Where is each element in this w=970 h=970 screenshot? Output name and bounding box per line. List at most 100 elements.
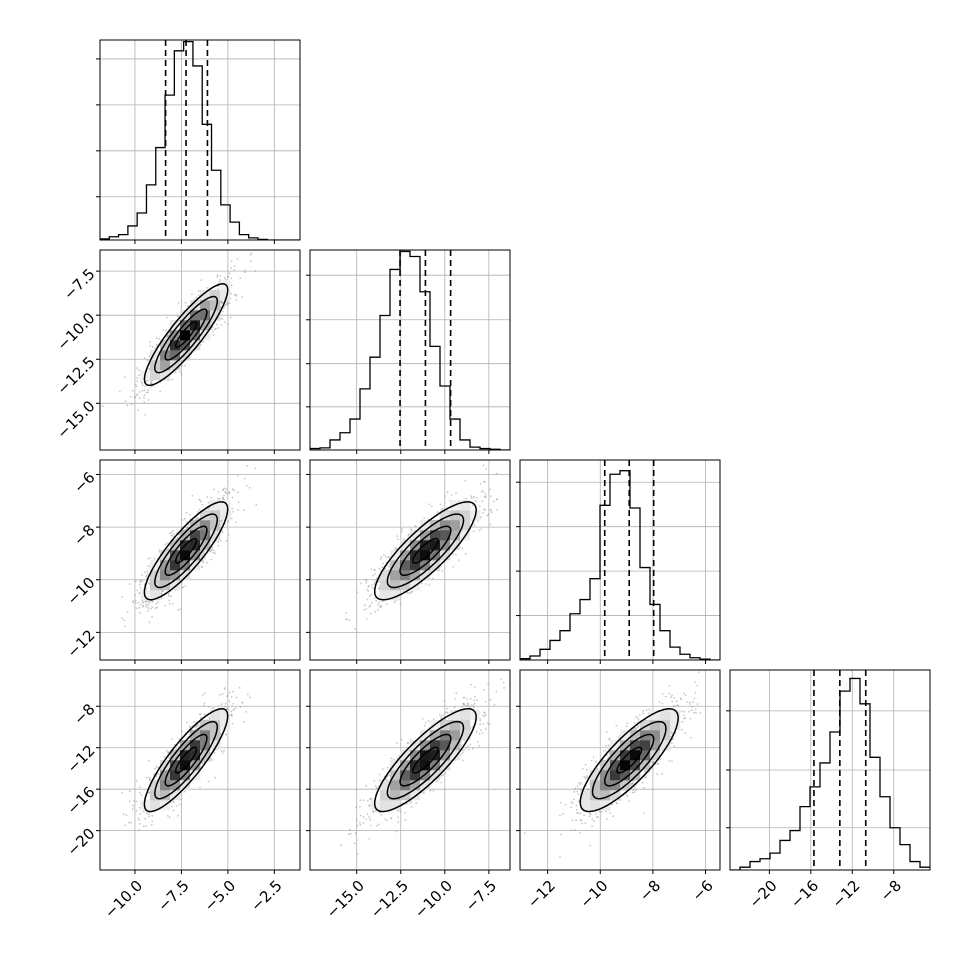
scatter-point <box>200 279 203 281</box>
scatter-point <box>181 519 184 521</box>
scatter-point <box>354 832 357 835</box>
scatter-point <box>248 486 251 489</box>
density-cells <box>140 280 231 381</box>
scatter-point <box>230 292 233 295</box>
scatter-point <box>375 577 378 579</box>
density-cell <box>410 570 421 581</box>
scatter-point <box>135 385 138 387</box>
scatter-point <box>184 364 187 367</box>
scatter-point <box>206 496 209 499</box>
scatter-point <box>482 508 485 511</box>
scatter-point <box>138 819 141 821</box>
scatter-point <box>178 738 181 741</box>
scatter-point <box>150 823 153 826</box>
scatter-point <box>478 505 481 508</box>
density-cell <box>200 290 211 301</box>
scatter-point <box>421 582 423 585</box>
density-cell <box>220 500 231 511</box>
scatter-point <box>358 821 361 824</box>
density-cell <box>180 320 191 331</box>
scatter-point <box>440 717 442 719</box>
scatter-point <box>149 345 152 347</box>
scatter-point <box>244 271 246 274</box>
scatter-point <box>447 717 450 720</box>
scatter-point <box>145 776 148 779</box>
density-cell <box>190 560 201 571</box>
density-cell <box>200 510 211 521</box>
panel-3-1 <box>306 669 511 874</box>
scatter-point <box>423 724 426 727</box>
density-cell <box>450 540 461 551</box>
scatter-point <box>219 274 222 277</box>
scatter-point <box>148 367 151 370</box>
contour-line <box>164 525 208 577</box>
scatter-point <box>166 316 168 319</box>
scatter-point <box>405 803 408 805</box>
scatter-point <box>151 820 154 822</box>
scatter-point <box>245 711 248 713</box>
scatter-point <box>366 588 369 591</box>
scatter-point <box>369 818 372 821</box>
scatter-point <box>201 503 204 506</box>
scatter-point <box>145 391 148 394</box>
scatter-point <box>151 601 154 603</box>
scatter-point <box>177 302 180 304</box>
scatter-point <box>221 318 224 320</box>
scatter-point <box>149 556 152 559</box>
scatter-point <box>211 549 213 552</box>
scatter-point <box>134 396 136 399</box>
scatter-point <box>195 296 198 299</box>
scatter-point <box>511 506 513 508</box>
scatter-point <box>220 301 222 304</box>
scatter-point <box>183 790 186 793</box>
scatter-point <box>196 517 199 520</box>
scatter-point <box>483 711 485 714</box>
density-cell <box>200 310 211 321</box>
scatter-point <box>159 390 162 393</box>
scatter-point <box>525 478 527 480</box>
density-cell <box>190 310 201 321</box>
scatter-point <box>359 582 362 585</box>
density-cell <box>190 340 201 351</box>
density-cell <box>170 780 181 791</box>
scatter-point <box>369 595 371 597</box>
scatter-point <box>235 299 238 301</box>
scatter-point <box>201 761 204 764</box>
scatter-point <box>223 306 226 308</box>
scatter-point <box>162 329 165 332</box>
scatter-point <box>382 562 384 565</box>
scatter-point <box>165 338 168 340</box>
density-cell <box>210 500 221 511</box>
scatter-point <box>198 290 200 292</box>
scatter-point <box>455 492 457 494</box>
scatter-point <box>455 553 457 556</box>
scatter-point <box>410 528 413 531</box>
scatter-point <box>483 689 485 691</box>
scatter-point <box>121 617 123 620</box>
scatter-point <box>167 593 170 595</box>
panel-2-0 <box>96 459 301 664</box>
scatter-point <box>128 583 131 585</box>
scatter-point <box>144 385 147 387</box>
scatter-point <box>395 548 398 551</box>
scatter-point <box>193 720 195 723</box>
density-cell <box>180 350 191 361</box>
scatter-point <box>473 524 476 527</box>
density-cell <box>440 540 451 551</box>
scatter-point <box>495 690 498 693</box>
scatter-point <box>145 587 148 590</box>
scatter-point <box>246 693 249 696</box>
scatter-point <box>232 703 235 705</box>
scatter-point <box>464 704 467 707</box>
scatter-point <box>147 759 150 762</box>
scatter-point <box>134 599 137 602</box>
density-cell <box>180 530 191 541</box>
scatter-point <box>208 760 211 762</box>
scatter-point <box>489 698 492 701</box>
density-cell <box>160 340 171 351</box>
scatter-point <box>368 838 371 840</box>
scatter-point <box>140 794 143 796</box>
density-cell <box>170 790 181 801</box>
scatter-point <box>168 602 171 605</box>
contour-line <box>143 283 229 387</box>
